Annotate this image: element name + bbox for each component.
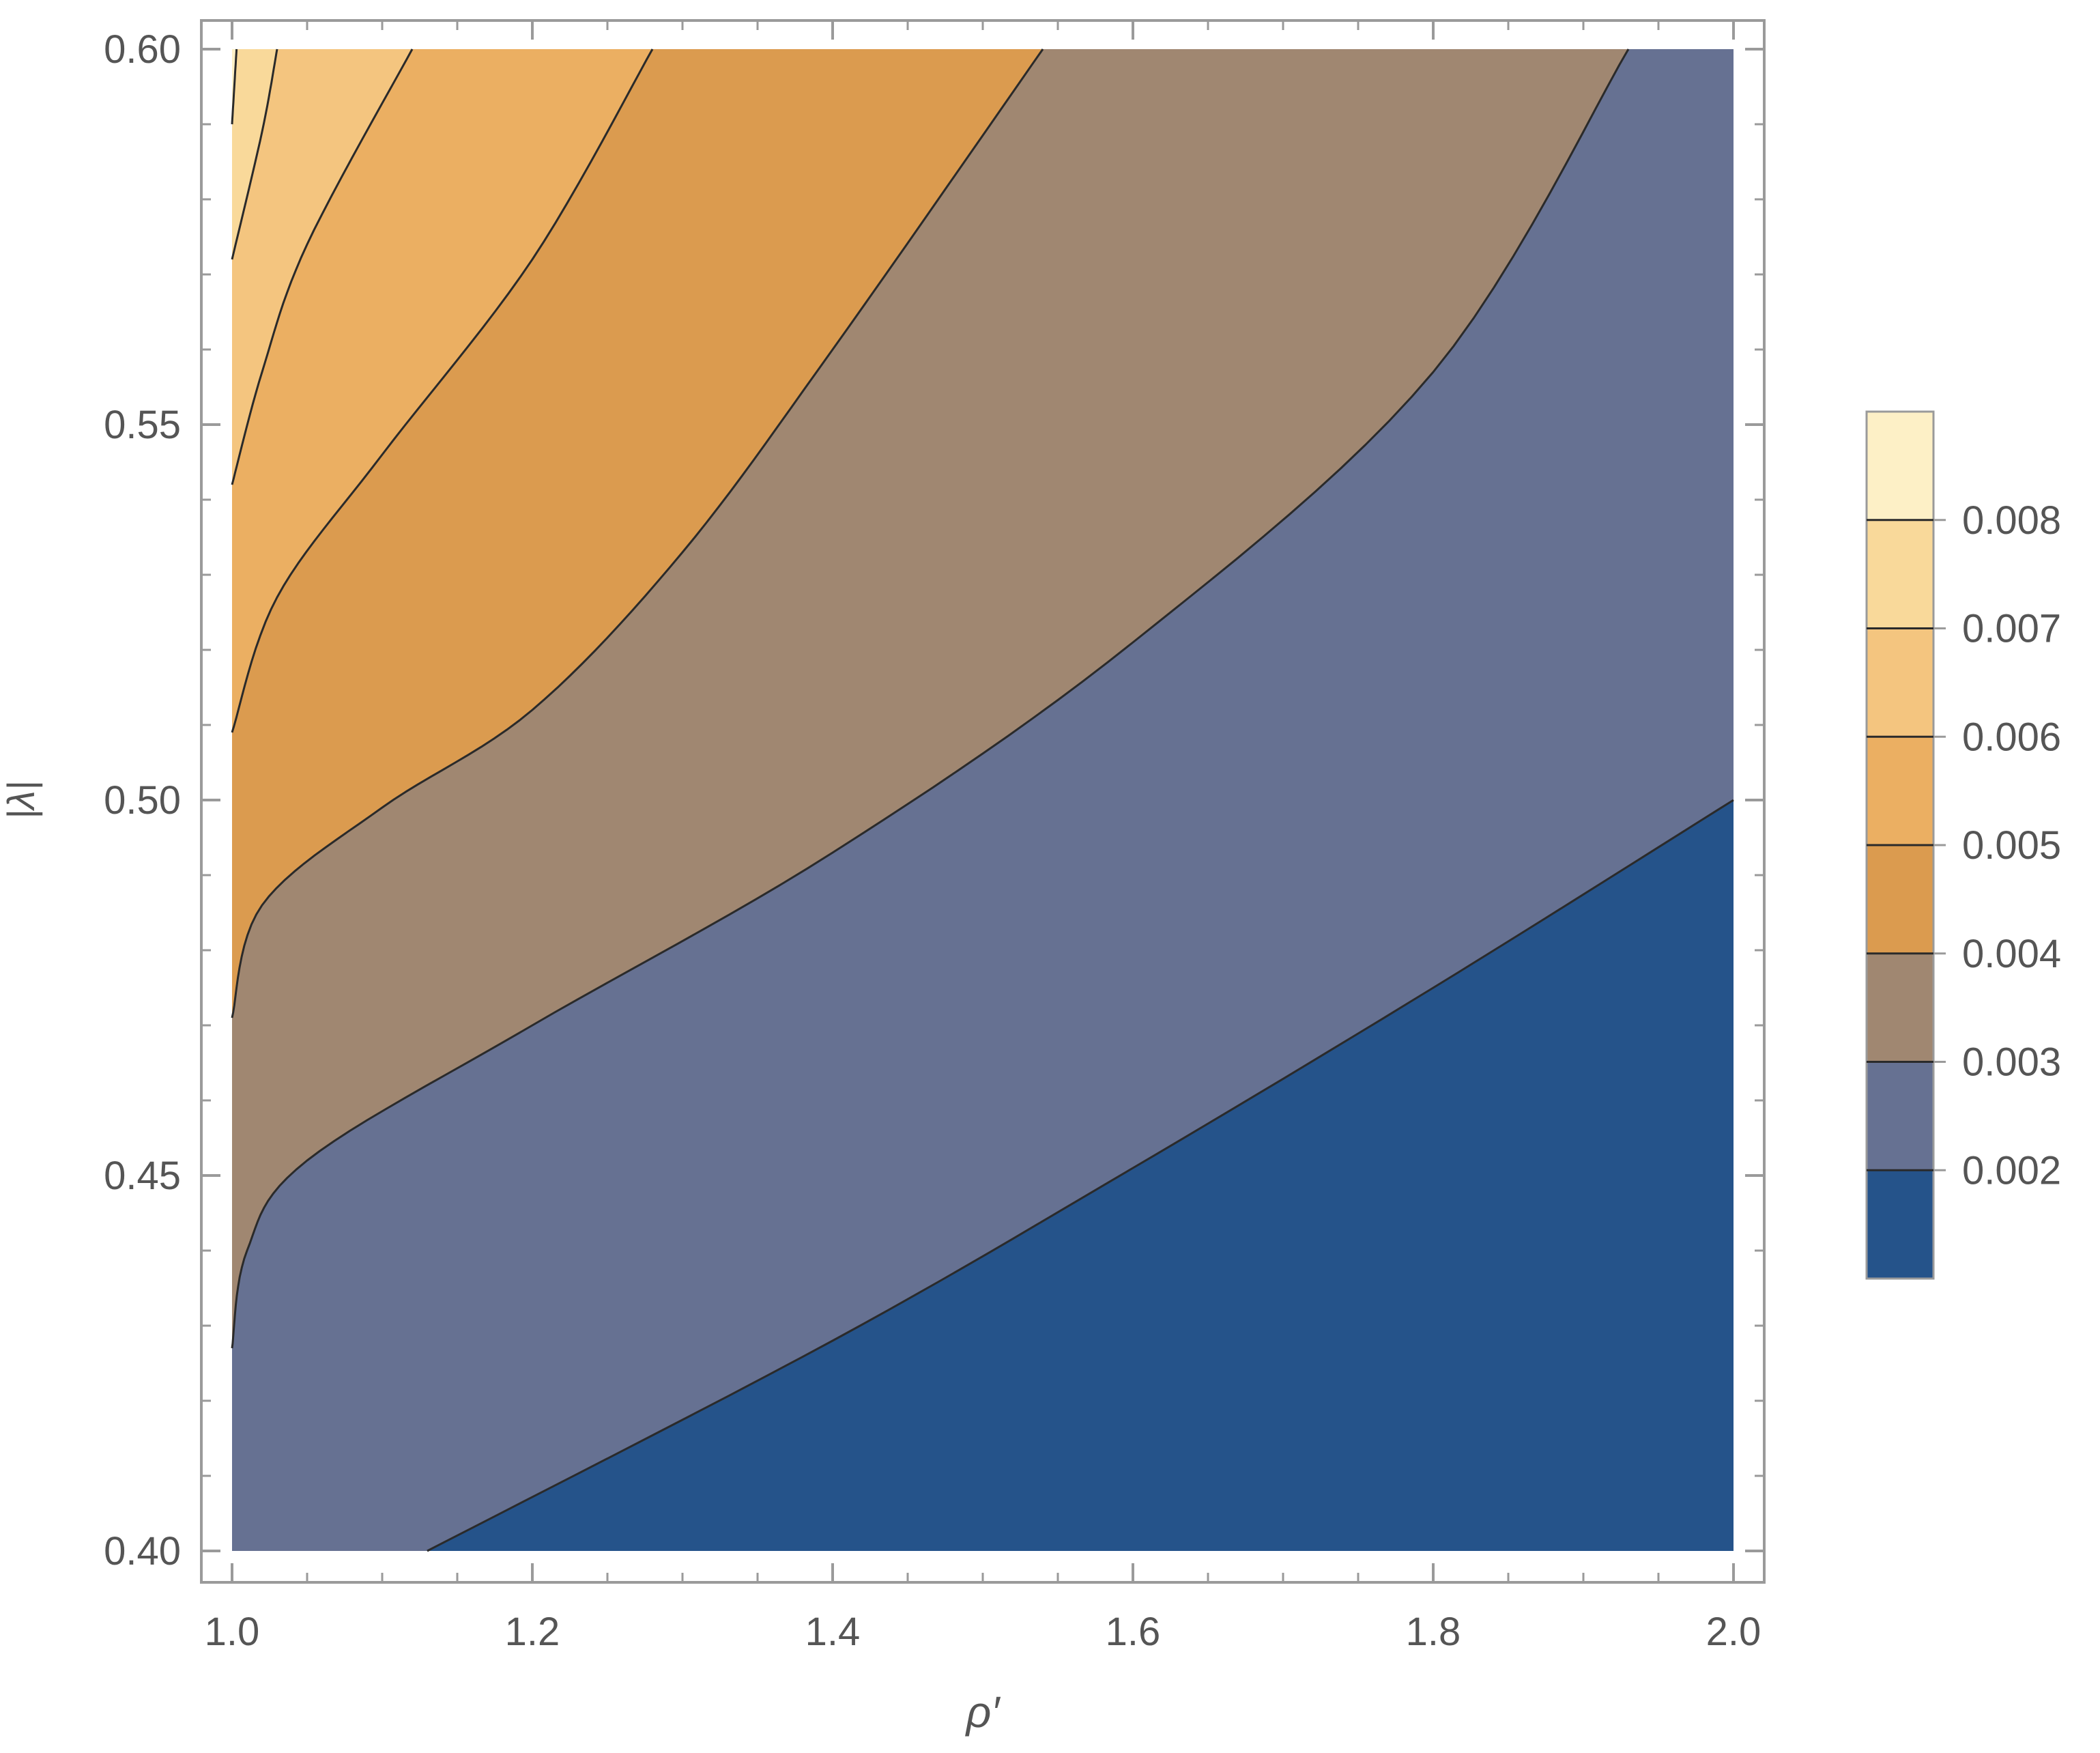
x-tick-label: 2.0 (1706, 1610, 1761, 1654)
y-tick-label: 0.40 (104, 1529, 181, 1573)
y-tick-label: 0.60 (104, 27, 181, 72)
y-tick-label: 0.45 (104, 1154, 181, 1198)
legend-swatch (1867, 412, 1933, 521)
contour-bands (232, 49, 1734, 1551)
legend-swatch (1867, 737, 1933, 846)
legend-swatch (1867, 519, 1933, 629)
legend-label: 0.003 (1962, 1040, 2061, 1085)
legend-label: 0.007 (1962, 607, 2061, 651)
legend-swatch (1867, 953, 1933, 1062)
legend-swatch (1867, 1061, 1933, 1171)
contour-line-0.004 (231, 48, 1044, 1018)
x-tick-label: 1.6 (1106, 1610, 1161, 1654)
x-axis-label: ρ′ (965, 1687, 1001, 1737)
y-tick-label: 0.55 (104, 403, 181, 447)
x-tick-label: 1.2 (505, 1610, 560, 1654)
contour-line-0.007 (231, 48, 278, 260)
contour-line-0.003 (231, 48, 1630, 1349)
legend-label: 0.006 (1962, 715, 2061, 759)
contour-lines (231, 48, 1734, 1552)
legend-swatch (1867, 628, 1933, 737)
x-tick-label: 1.8 (1406, 1610, 1461, 1654)
contour-line-0.005 (231, 48, 654, 733)
legend-swatch (1867, 845, 1933, 954)
legend-label: 0.004 (1962, 932, 2061, 976)
contour-line-0.002 (427, 799, 1734, 1552)
contour-line-0.008 (231, 48, 238, 125)
x-axis: 1.0 1.2 1.4 1.6 1.8 2.0 (205, 20, 1761, 1654)
contour-line-0.006 (231, 48, 414, 485)
legend-label: 0.005 (1962, 823, 2061, 868)
legend-swatch (1867, 1170, 1933, 1279)
y-axis-label: |λ| (0, 781, 43, 820)
y-tick-label: 0.50 (104, 778, 181, 823)
y-axis: 0.40 0.45 0.50 0.55 0.60 (104, 27, 1764, 1573)
legend-label: 0.008 (1962, 498, 2061, 543)
legend-label: 0.002 (1962, 1148, 2061, 1193)
color-legend: 0.002 0.003 0.004 0.005 0.006 0.007 0.008 (1865, 410, 2061, 1280)
contour-band-0.002 (427, 800, 1734, 1551)
x-tick-label: 1.4 (805, 1610, 861, 1654)
x-tick-label: 1.0 (205, 1610, 260, 1654)
